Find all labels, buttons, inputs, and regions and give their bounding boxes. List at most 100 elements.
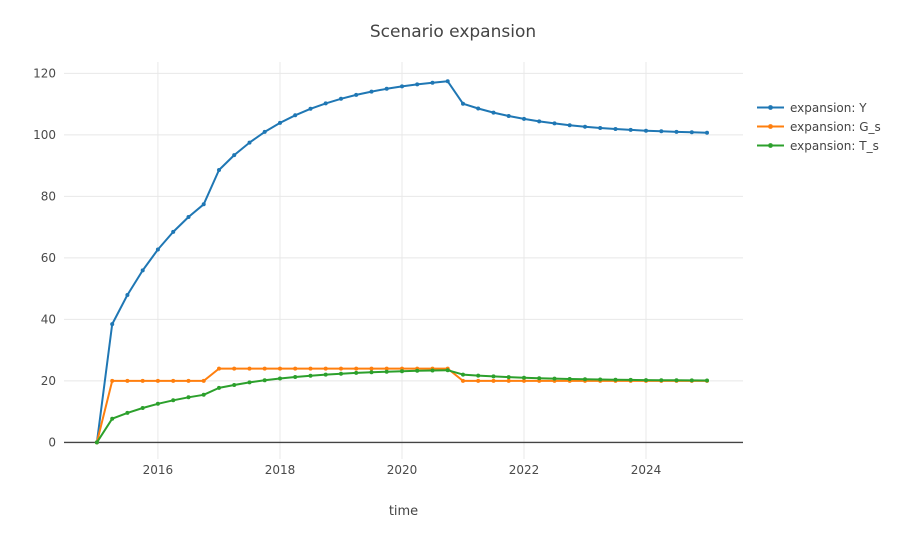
series-marker-1: [110, 378, 115, 383]
series-marker-1: [369, 366, 374, 371]
series-marker-2: [476, 373, 481, 378]
series-marker-0: [278, 120, 282, 125]
series-marker-2: [461, 372, 465, 377]
legend-label: expansion: G_s: [790, 119, 881, 134]
series-marker-1: [339, 366, 343, 371]
series-marker-1: [476, 378, 481, 383]
series-marker-2: [247, 380, 252, 385]
series-marker-2: [369, 370, 374, 375]
series-marker-1: [354, 366, 359, 371]
series-marker-2: [415, 368, 420, 373]
legend-line-marker-icon: [757, 105, 784, 110]
series-marker-1: [140, 378, 145, 383]
legend-label: expansion: Y: [790, 100, 867, 115]
series-marker-0: [232, 153, 237, 158]
series-marker-2: [552, 376, 557, 381]
series-marker-0: [125, 293, 130, 297]
x-tick-label: 2020: [387, 463, 418, 477]
series-marker-1: [384, 366, 389, 371]
series-marker-2: [94, 440, 99, 445]
y-tick-label: 120: [33, 66, 56, 80]
series-marker-0: [339, 96, 343, 101]
series-marker-0: [598, 126, 603, 130]
series-marker-2: [171, 398, 176, 403]
series-marker-2: [445, 368, 450, 373]
series-marker-2: [339, 371, 343, 376]
x-tick-label: 2022: [509, 463, 540, 477]
series-marker-2: [506, 375, 511, 380]
series-marker-2: [293, 375, 298, 379]
series-marker-1: [491, 378, 496, 383]
legend-line-marker-icon: [757, 124, 784, 129]
series-marker-0: [400, 84, 404, 89]
series-marker-1: [217, 366, 221, 371]
series-marker-0: [506, 114, 511, 118]
series-marker-1: [506, 378, 511, 383]
legend-label: expansion: T_s: [790, 138, 879, 153]
legend-item-0[interactable]: expansion: Y: [757, 98, 881, 117]
series-marker-0: [491, 110, 496, 115]
series-marker-2: [217, 385, 221, 390]
series-marker-0: [323, 101, 328, 106]
series-marker-0: [674, 129, 679, 134]
series-marker-2: [659, 378, 664, 383]
series-marker-2: [644, 378, 648, 383]
series-marker-2: [613, 377, 618, 382]
series-marker-2: [186, 395, 191, 400]
series-marker-0: [171, 229, 176, 234]
y-tick-label: 0: [48, 435, 56, 449]
x-tick-label: 2016: [143, 463, 174, 477]
y-tick-label: 60: [41, 251, 56, 265]
series-marker-1: [155, 378, 160, 383]
series-marker-2: [308, 373, 313, 378]
series-marker-1: [461, 378, 465, 383]
legend-item-2[interactable]: expansion: T_s: [757, 136, 881, 155]
series-marker-1: [262, 366, 267, 371]
series-marker-0: [552, 121, 557, 126]
series-marker-2: [262, 378, 267, 383]
series-marker-0: [217, 168, 221, 172]
series-marker-1: [278, 366, 282, 371]
series-marker-0: [705, 130, 709, 135]
series-marker-0: [583, 124, 587, 129]
series-marker-0: [522, 116, 526, 121]
series-marker-2: [201, 392, 206, 397]
series-marker-1: [308, 366, 313, 371]
series-marker-0: [659, 129, 664, 134]
series-marker-2: [689, 378, 694, 383]
series-marker-2: [537, 376, 542, 381]
legend: expansion: Y expansion: G_s expansion: T_s: [757, 98, 881, 155]
series-marker-2: [232, 383, 237, 387]
series-marker-0: [445, 79, 450, 84]
series-marker-0: [247, 140, 252, 145]
series-marker-0: [384, 86, 389, 91]
series-marker-2: [583, 377, 587, 382]
series-marker-1: [201, 378, 206, 383]
series-marker-0: [308, 106, 313, 111]
series-marker-0: [354, 92, 359, 97]
series-marker-2: [430, 368, 435, 373]
series-marker-0: [110, 322, 115, 327]
series-marker-0: [567, 123, 572, 128]
series-marker-0: [155, 247, 160, 252]
series-marker-1: [125, 378, 130, 383]
y-tick-label: 20: [41, 374, 56, 388]
y-tick-label: 80: [41, 189, 56, 203]
series-marker-1: [232, 366, 237, 371]
series-marker-1: [522, 378, 526, 383]
series-marker-2: [491, 374, 496, 379]
series-marker-0: [369, 89, 374, 94]
series-marker-0: [293, 113, 298, 118]
legend-item-1[interactable]: expansion: G_s: [757, 117, 881, 136]
series-marker-2: [354, 370, 359, 375]
series-marker-2: [110, 416, 115, 421]
series-marker-0: [537, 119, 542, 124]
series-marker-2: [384, 369, 389, 374]
legend-line-marker-icon: [757, 143, 784, 148]
series-marker-1: [186, 378, 191, 383]
x-tick-label: 2018: [265, 463, 296, 477]
series-marker-0: [140, 268, 145, 273]
series-marker-1: [171, 378, 176, 383]
